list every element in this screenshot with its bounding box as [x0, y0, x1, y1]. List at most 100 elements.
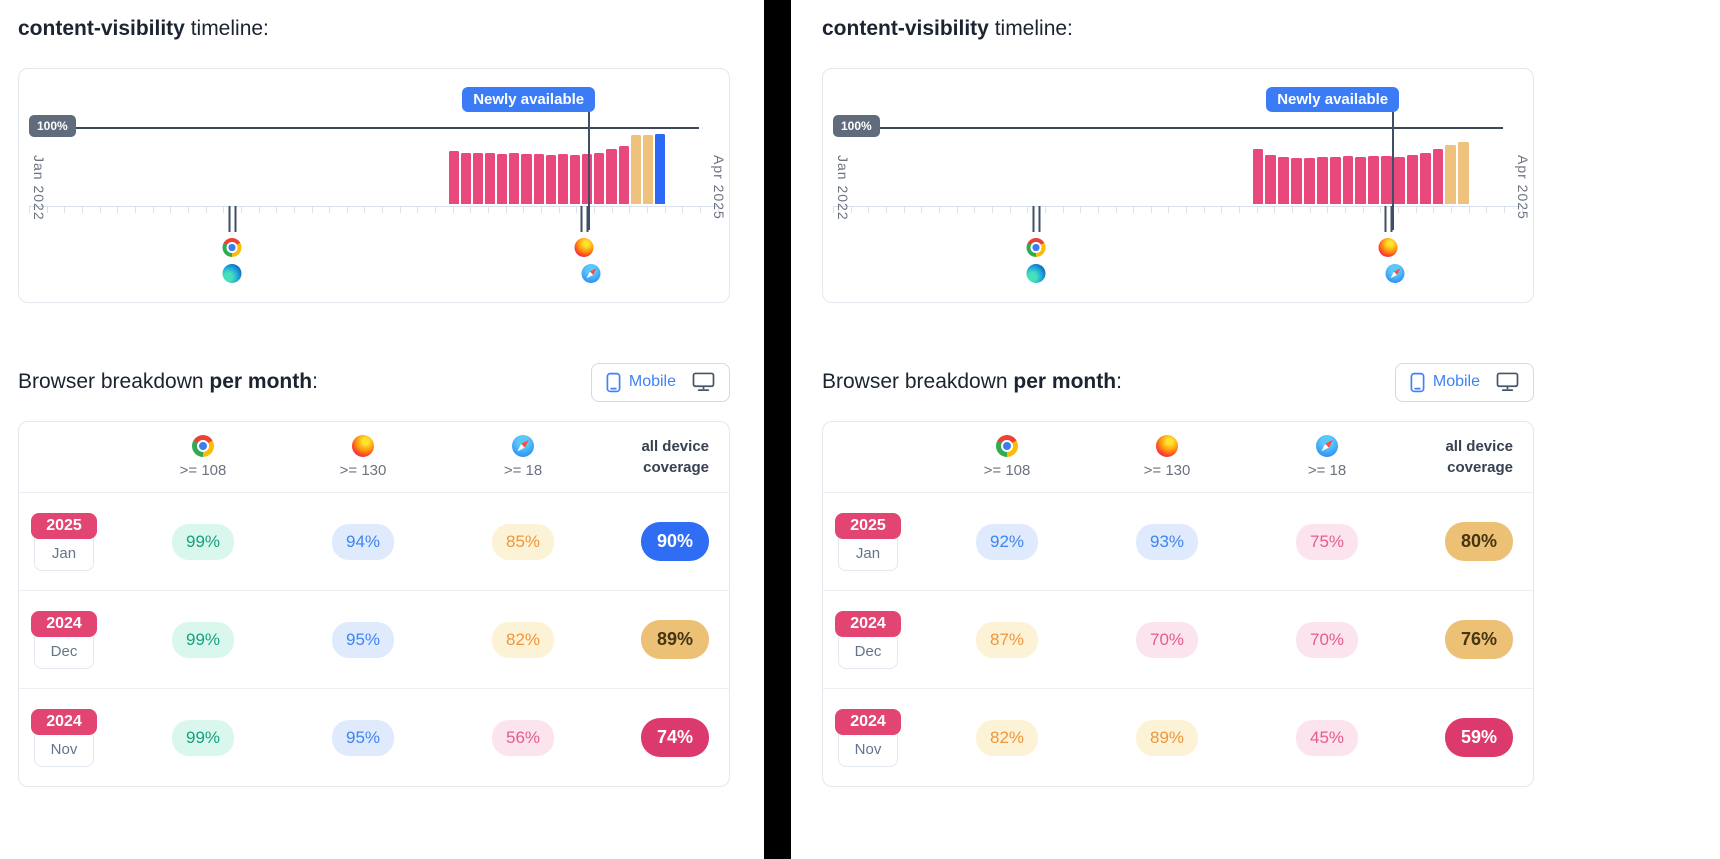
- timeline-bar: [1342, 156, 1354, 204]
- table-row: 2024 Nov 99% 95% 56% 74%: [19, 688, 729, 786]
- year-badge: 2024: [835, 708, 901, 735]
- axis-tick: [1415, 207, 1417, 213]
- axis-tick: [1168, 207, 1170, 213]
- axis-tick: [576, 207, 578, 213]
- timeline-bar: [1458, 141, 1470, 204]
- toggle-mobile[interactable]: Mobile: [606, 372, 676, 393]
- axis-tick: [276, 207, 278, 213]
- axis-tick: [117, 207, 119, 213]
- phone-icon: [1410, 372, 1425, 392]
- axis-tick: [187, 207, 189, 213]
- timeline-bar: [1265, 154, 1277, 204]
- device-toggle[interactable]: Mobile: [1394, 362, 1534, 402]
- axis-tick: [833, 207, 834, 213]
- axis-tick: [974, 207, 976, 213]
- device-toggle[interactable]: Mobile: [590, 362, 730, 402]
- axis-tick: [1044, 207, 1046, 213]
- firefox-usage-value: 95%: [332, 621, 394, 658]
- chrome-usage-value: 82%: [976, 719, 1038, 756]
- chrome-icon: [222, 238, 242, 257]
- toggle-desktop[interactable]: [692, 372, 715, 392]
- table-row: 2024 Nov 82% 89% 45% 59%: [823, 688, 1533, 786]
- section-title-post: :: [1116, 370, 1122, 393]
- hundred-percent-line: [833, 127, 1503, 129]
- year-month-badge: 2024 Dec: [31, 610, 97, 669]
- firefox-icon: [574, 238, 594, 257]
- year-badge: 2025: [835, 512, 901, 539]
- section-title-pre: Browser breakdown: [18, 370, 210, 393]
- axis-tick: [1256, 207, 1258, 213]
- safari-usage-value: 75%: [1296, 523, 1358, 560]
- axis-tick: [629, 207, 631, 213]
- axis-tick: [1203, 207, 1205, 213]
- timeline-bar: [606, 149, 617, 204]
- coverage-header-label: all device coverage: [641, 438, 709, 476]
- axis-tick: [470, 207, 472, 213]
- breakdown-header: Browser breakdown per month: Mobile: [822, 359, 1534, 405]
- axis-tick: [29, 207, 30, 213]
- edge-icon: [1026, 264, 1046, 283]
- marker-lines: [580, 206, 589, 232]
- table-row: 2025 Jan 92% 93% 75% 80%: [823, 492, 1533, 590]
- safari-usage-value: 82%: [492, 621, 554, 658]
- year-cell: 2025 Jan: [31, 512, 123, 571]
- chrome-icon: [192, 435, 214, 457]
- timeline-bar: [1419, 152, 1431, 204]
- timeline-bar: [521, 154, 532, 204]
- chrome-version: >= 108: [179, 462, 227, 479]
- section-title-pre: Browser breakdown: [822, 370, 1014, 393]
- timeline-bar: [1381, 155, 1392, 204]
- axis-tick: [46, 207, 48, 213]
- feature-name: content-visibility: [18, 17, 185, 40]
- page-title: content-visibility timeline:: [18, 16, 730, 42]
- page-title-rest: timeline:: [988, 17, 1073, 40]
- axis-tick: [699, 207, 701, 213]
- timeline-bar: [545, 154, 556, 204]
- timeline-bar: [1278, 157, 1290, 204]
- toggle-desktop[interactable]: [1496, 372, 1519, 392]
- axis-tick: [868, 207, 870, 213]
- axis-tick: [223, 207, 225, 213]
- axis-tick: [594, 207, 595, 213]
- header-firefox: >= 130: [1087, 435, 1247, 479]
- header-chrome: >= 108: [123, 435, 283, 479]
- axis-tick: [1309, 207, 1311, 213]
- safari-icon: [1385, 264, 1405, 283]
- feature-name: content-visibility: [822, 17, 989, 40]
- table-header-row: >= 108 >= 130 >= 18 all device coverage: [19, 422, 729, 492]
- axis-tick: [611, 207, 613, 213]
- header-coverage: all device coverage: [603, 436, 717, 478]
- axis-tick: [682, 207, 684, 213]
- timeline-bar: [1329, 157, 1341, 204]
- axis-tick: [956, 207, 958, 213]
- timeline-bar: [1252, 149, 1264, 204]
- timeline-bars: [448, 126, 666, 204]
- section-title: Browser breakdown per month:: [822, 370, 1122, 394]
- coverage-header-label: all device coverage: [1445, 438, 1513, 476]
- chrome-usage-value: 87%: [976, 621, 1038, 658]
- panel-right-content: content-visibility timeline: 100% Newly …: [822, 16, 1534, 787]
- newly-available-line: [1392, 112, 1395, 230]
- timeline-start-label: Jan 2022: [835, 155, 851, 221]
- table-header-row: >= 108 >= 130 >= 18 all device coverage: [823, 422, 1533, 492]
- header-firefox: >= 130: [283, 435, 443, 479]
- axis-tick: [417, 207, 419, 213]
- toggle-mobile[interactable]: Mobile: [1410, 372, 1480, 393]
- chrome-usage-value: 99%: [172, 621, 234, 658]
- firefox-icon: [1156, 435, 1178, 457]
- timeline-bar: [1406, 154, 1418, 204]
- axis-tick: [1450, 207, 1452, 213]
- timeline-bar: [1291, 157, 1302, 204]
- firefox-icon: [352, 435, 374, 457]
- axis-tick: [488, 207, 490, 213]
- chrome-usage-value: 92%: [976, 523, 1038, 560]
- axis-tick: [99, 207, 101, 213]
- timeline-bar: [1368, 156, 1380, 204]
- newly-available-line: [588, 112, 591, 230]
- chrome-icon: [1026, 238, 1046, 257]
- firefox-usage-value: 89%: [1136, 719, 1198, 756]
- year-month-badge: 2024 Nov: [31, 708, 97, 767]
- year-cell: 2024 Dec: [31, 610, 123, 669]
- axis-tick: [1239, 207, 1241, 213]
- firefox-usage-value: 70%: [1136, 621, 1198, 658]
